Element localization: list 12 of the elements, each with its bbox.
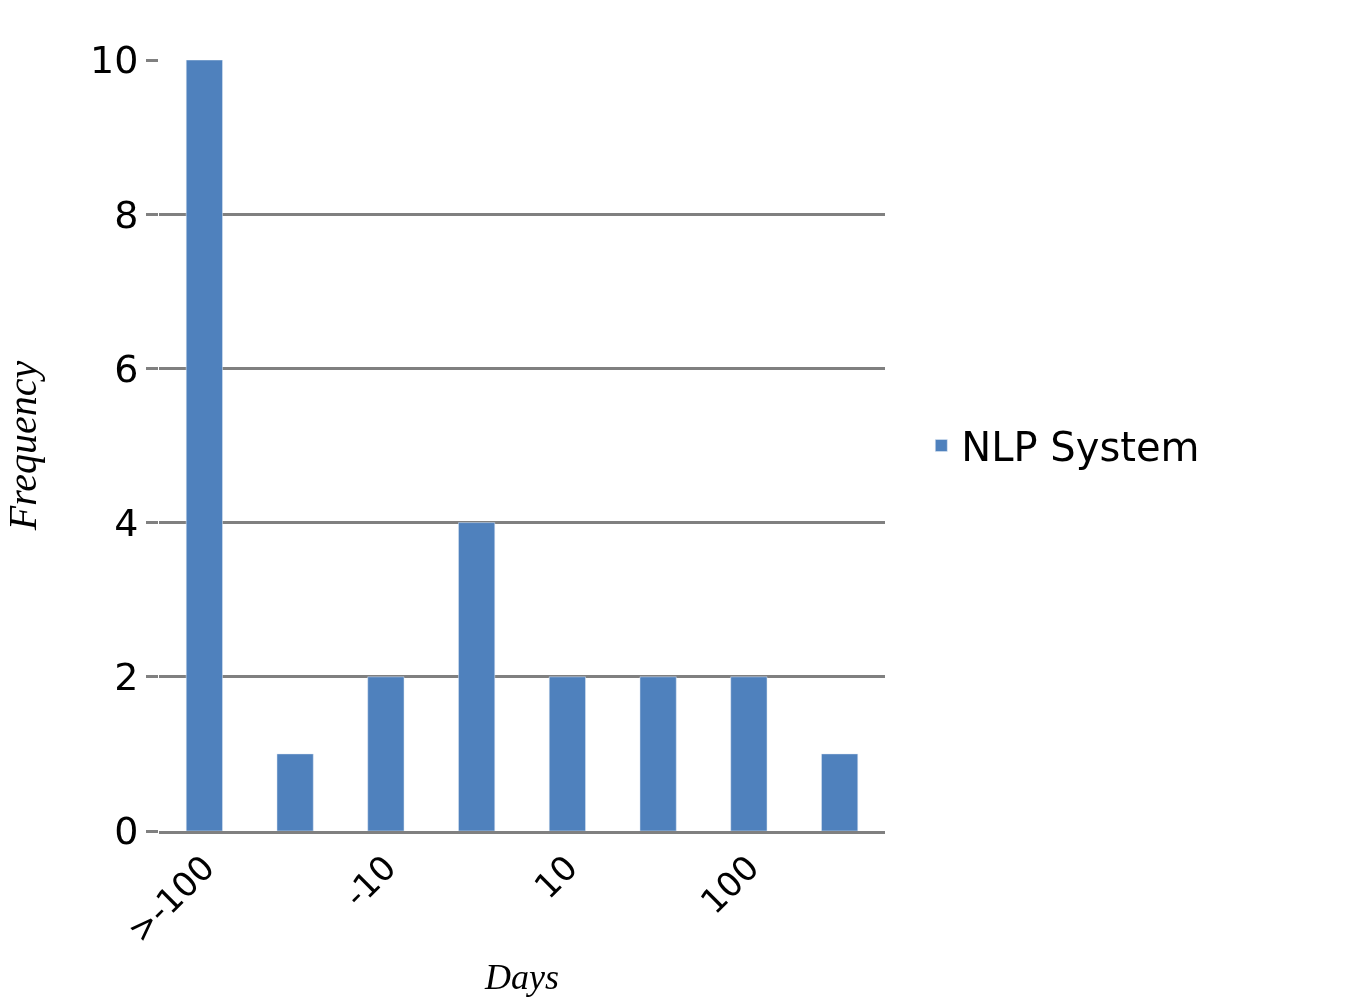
y-tick-label: 10	[90, 38, 139, 83]
x-tick-label: -10	[336, 847, 404, 915]
y-tick-label: 6	[114, 346, 139, 391]
y-axis-title: Frequency	[0, 360, 45, 532]
y-tick-label: 4	[114, 500, 139, 545]
y-tick-label: 2	[114, 655, 139, 700]
x-axis-title: Days	[484, 956, 559, 997]
y-tick-label: 0	[114, 809, 139, 854]
legend-label: NLP System	[961, 424, 1200, 471]
x-tick-label: 100	[692, 847, 767, 922]
y-tick-label: 8	[114, 192, 139, 237]
x-tick-label: 10	[526, 847, 586, 907]
